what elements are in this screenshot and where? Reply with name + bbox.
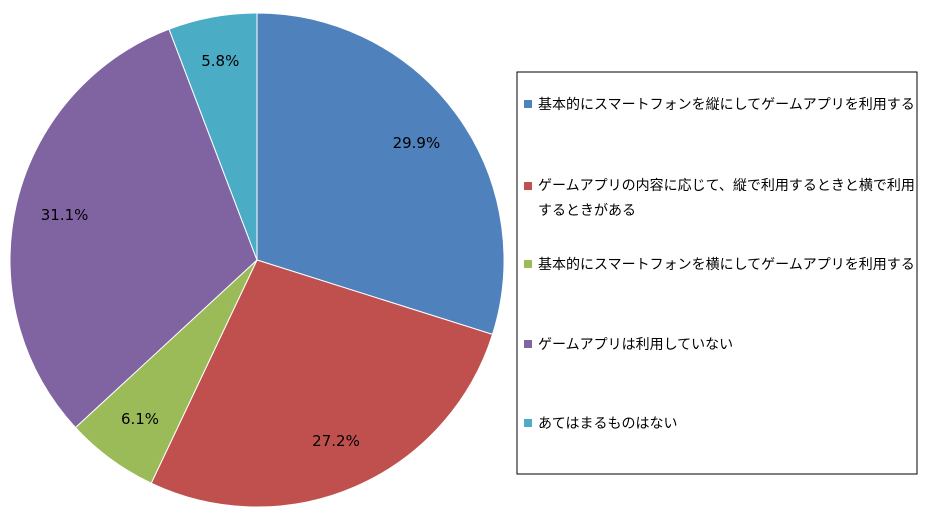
legend-swatch-4 [524,419,532,427]
legend: 基本的にスマートフォンを縦にしてゲームアプリを利用する ゲームアプリの内容に応じ… [516,71,918,475]
pie-slice-3 [9,28,258,429]
legend-label-0: 基本的にスマートフォンを縦にしてゲームアプリを利用する [538,96,915,113]
pie-slice-1 [150,259,494,508]
legend-box [516,71,918,475]
legend-label-1-line2: するときがある [538,203,636,219]
legend-swatch-2 [524,260,532,268]
legend-swatch-0 [524,100,532,108]
pie-slice-0 [256,12,505,336]
slice-label-0: 29.9% [393,134,441,152]
legend-swatch-3 [524,340,532,348]
legend-label-4: あてはまるものはない [538,416,677,432]
pie-slice-4 [168,12,258,261]
legend-swatch-1 [524,182,532,190]
slice-label-2: 6.1% [121,410,159,428]
pie-slices [9,12,505,508]
slice-label-4: 5.8% [201,52,239,70]
legend-label-3: ゲームアプリは利用していない [538,337,733,353]
slice-label-1: 27.2% [312,432,360,450]
slice-labels: 29.9% 27.2% 6.1% 31.1% 5.8% [41,52,440,450]
legend-label-1-line1: ゲームアプリの内容に応じて、縦で利用するときと横で利用 [538,177,915,194]
slice-label-3: 31.1% [41,206,89,224]
legend-label-2: 基本的にスマートフォンを横にしてゲームアプリを利用する [538,256,915,273]
